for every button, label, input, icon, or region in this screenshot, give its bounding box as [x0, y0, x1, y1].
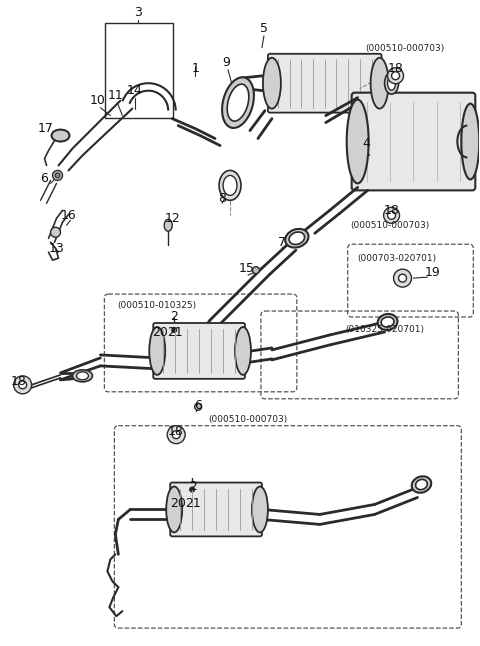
Ellipse shape: [384, 72, 398, 94]
Ellipse shape: [222, 78, 254, 128]
Ellipse shape: [252, 267, 260, 274]
Text: 18: 18: [167, 425, 183, 438]
Ellipse shape: [72, 370, 93, 382]
Ellipse shape: [412, 476, 431, 493]
Ellipse shape: [19, 381, 26, 389]
Text: 3: 3: [134, 6, 142, 19]
Ellipse shape: [166, 486, 182, 532]
Text: 4: 4: [363, 137, 371, 150]
Ellipse shape: [223, 176, 237, 195]
FancyBboxPatch shape: [170, 483, 262, 536]
Text: (000510-000703): (000510-000703): [350, 221, 429, 230]
Ellipse shape: [149, 327, 165, 375]
Ellipse shape: [172, 328, 177, 333]
Text: 15: 15: [239, 262, 255, 275]
FancyBboxPatch shape: [268, 54, 382, 112]
Text: 8: 8: [218, 192, 226, 205]
Text: 17: 17: [37, 122, 53, 135]
Text: 10: 10: [89, 94, 105, 107]
Ellipse shape: [416, 479, 427, 490]
FancyBboxPatch shape: [153, 323, 245, 379]
Ellipse shape: [55, 173, 60, 178]
Text: 13: 13: [48, 242, 64, 255]
Text: 20: 20: [170, 497, 186, 510]
Text: 21: 21: [185, 497, 201, 510]
Ellipse shape: [52, 171, 62, 180]
Ellipse shape: [172, 431, 180, 439]
Text: 6: 6: [194, 399, 202, 412]
Ellipse shape: [51, 130, 70, 141]
Text: 6: 6: [40, 172, 48, 185]
Ellipse shape: [252, 486, 268, 532]
Text: 18: 18: [384, 204, 399, 217]
Text: (000510-000703): (000510-000703): [365, 45, 444, 54]
Text: 16: 16: [60, 209, 76, 222]
FancyBboxPatch shape: [352, 92, 475, 191]
Ellipse shape: [347, 99, 369, 183]
Ellipse shape: [167, 426, 185, 444]
Ellipse shape: [263, 57, 281, 109]
Ellipse shape: [289, 232, 305, 244]
Ellipse shape: [227, 84, 249, 121]
Ellipse shape: [387, 68, 404, 84]
Ellipse shape: [461, 103, 480, 180]
Ellipse shape: [378, 314, 397, 330]
Ellipse shape: [13, 376, 32, 394]
Text: 2: 2: [189, 480, 197, 493]
Ellipse shape: [398, 274, 407, 282]
Text: (000703-020701): (000703-020701): [357, 254, 436, 263]
Text: 11: 11: [108, 89, 123, 102]
Text: 12: 12: [164, 212, 180, 225]
Text: (010325-020701): (010325-020701): [345, 326, 424, 335]
Text: 5: 5: [260, 23, 268, 36]
Text: 1: 1: [191, 62, 199, 75]
Ellipse shape: [235, 327, 251, 375]
Text: (000510-000703): (000510-000703): [208, 415, 288, 424]
Text: 20: 20: [152, 326, 168, 339]
Ellipse shape: [190, 487, 194, 492]
Ellipse shape: [371, 57, 389, 109]
Ellipse shape: [384, 207, 399, 224]
Ellipse shape: [194, 403, 202, 410]
Text: 21: 21: [168, 326, 183, 339]
Ellipse shape: [164, 219, 172, 231]
Text: 18: 18: [388, 62, 404, 75]
Ellipse shape: [285, 229, 309, 247]
Ellipse shape: [50, 227, 60, 237]
Text: (000510-010325): (000510-010325): [118, 300, 197, 309]
Bar: [106, 23, 173, 118]
Text: 19: 19: [425, 266, 440, 278]
Ellipse shape: [387, 211, 396, 219]
Text: 7: 7: [278, 236, 286, 249]
Ellipse shape: [394, 269, 411, 287]
Ellipse shape: [381, 317, 394, 327]
Text: 18: 18: [11, 375, 26, 388]
Ellipse shape: [219, 171, 241, 200]
Text: 2: 2: [170, 309, 178, 322]
Text: 14: 14: [126, 84, 142, 97]
Ellipse shape: [392, 72, 399, 79]
Ellipse shape: [387, 76, 396, 90]
Ellipse shape: [76, 372, 88, 380]
Text: 9: 9: [222, 56, 230, 69]
